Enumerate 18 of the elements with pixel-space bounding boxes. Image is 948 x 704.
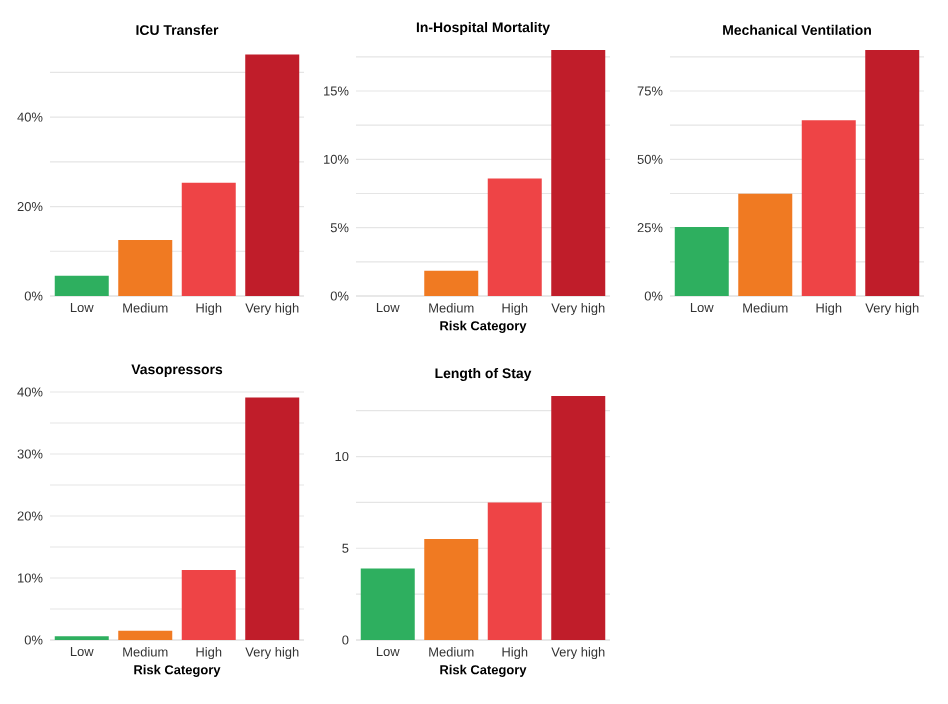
bar	[118, 240, 173, 296]
bar	[551, 50, 606, 296]
bar	[487, 502, 542, 640]
bar	[424, 539, 479, 640]
bar	[738, 193, 793, 296]
bar	[674, 227, 729, 296]
bar	[424, 270, 479, 296]
bar	[181, 182, 236, 296]
bar	[360, 568, 415, 640]
bar	[801, 120, 856, 296]
bar	[181, 569, 236, 640]
bar	[245, 397, 300, 640]
bar	[54, 275, 109, 296]
bar	[118, 630, 173, 640]
bar	[245, 54, 300, 296]
bar	[865, 50, 920, 296]
bar	[487, 178, 542, 296]
bar	[551, 396, 606, 640]
